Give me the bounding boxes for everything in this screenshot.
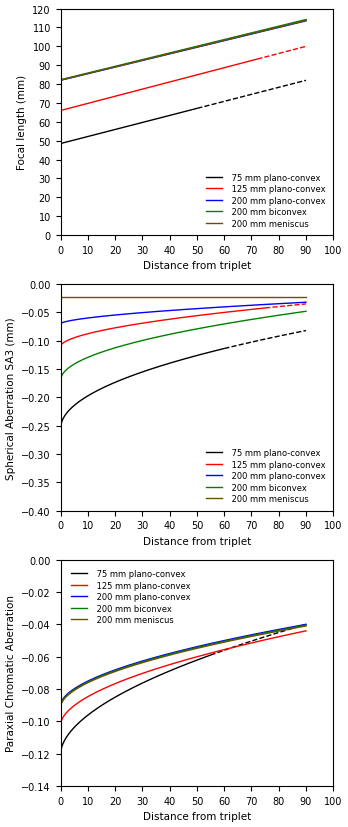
X-axis label: Distance from triplet: Distance from triplet xyxy=(143,536,251,547)
Y-axis label: Paraxial Chromatic Aberration: Paraxial Chromatic Aberration xyxy=(6,595,16,752)
Legend:  75 mm plano-convex,  125 mm plano-convex,  200 mm plano-convex,  200 mm biconve: 75 mm plano-convex, 125 mm plano-convex,… xyxy=(68,566,194,628)
X-axis label: Distance from triplet: Distance from triplet xyxy=(143,261,251,271)
Y-axis label: Spherical Aberration SA3 (mm): Spherical Aberration SA3 (mm) xyxy=(6,317,16,479)
Legend:  75 mm plano-convex,  125 mm plano-convex,  200 mm plano-convex,  200 mm biconve: 75 mm plano-convex, 125 mm plano-convex,… xyxy=(203,445,329,507)
Y-axis label: Focal length (mm): Focal length (mm) xyxy=(17,75,27,170)
Legend:  75 mm plano-convex,  125 mm plano-convex,  200 mm plano-convex,  200 mm biconve: 75 mm plano-convex, 125 mm plano-convex,… xyxy=(203,170,329,232)
X-axis label: Distance from triplet: Distance from triplet xyxy=(143,811,251,821)
